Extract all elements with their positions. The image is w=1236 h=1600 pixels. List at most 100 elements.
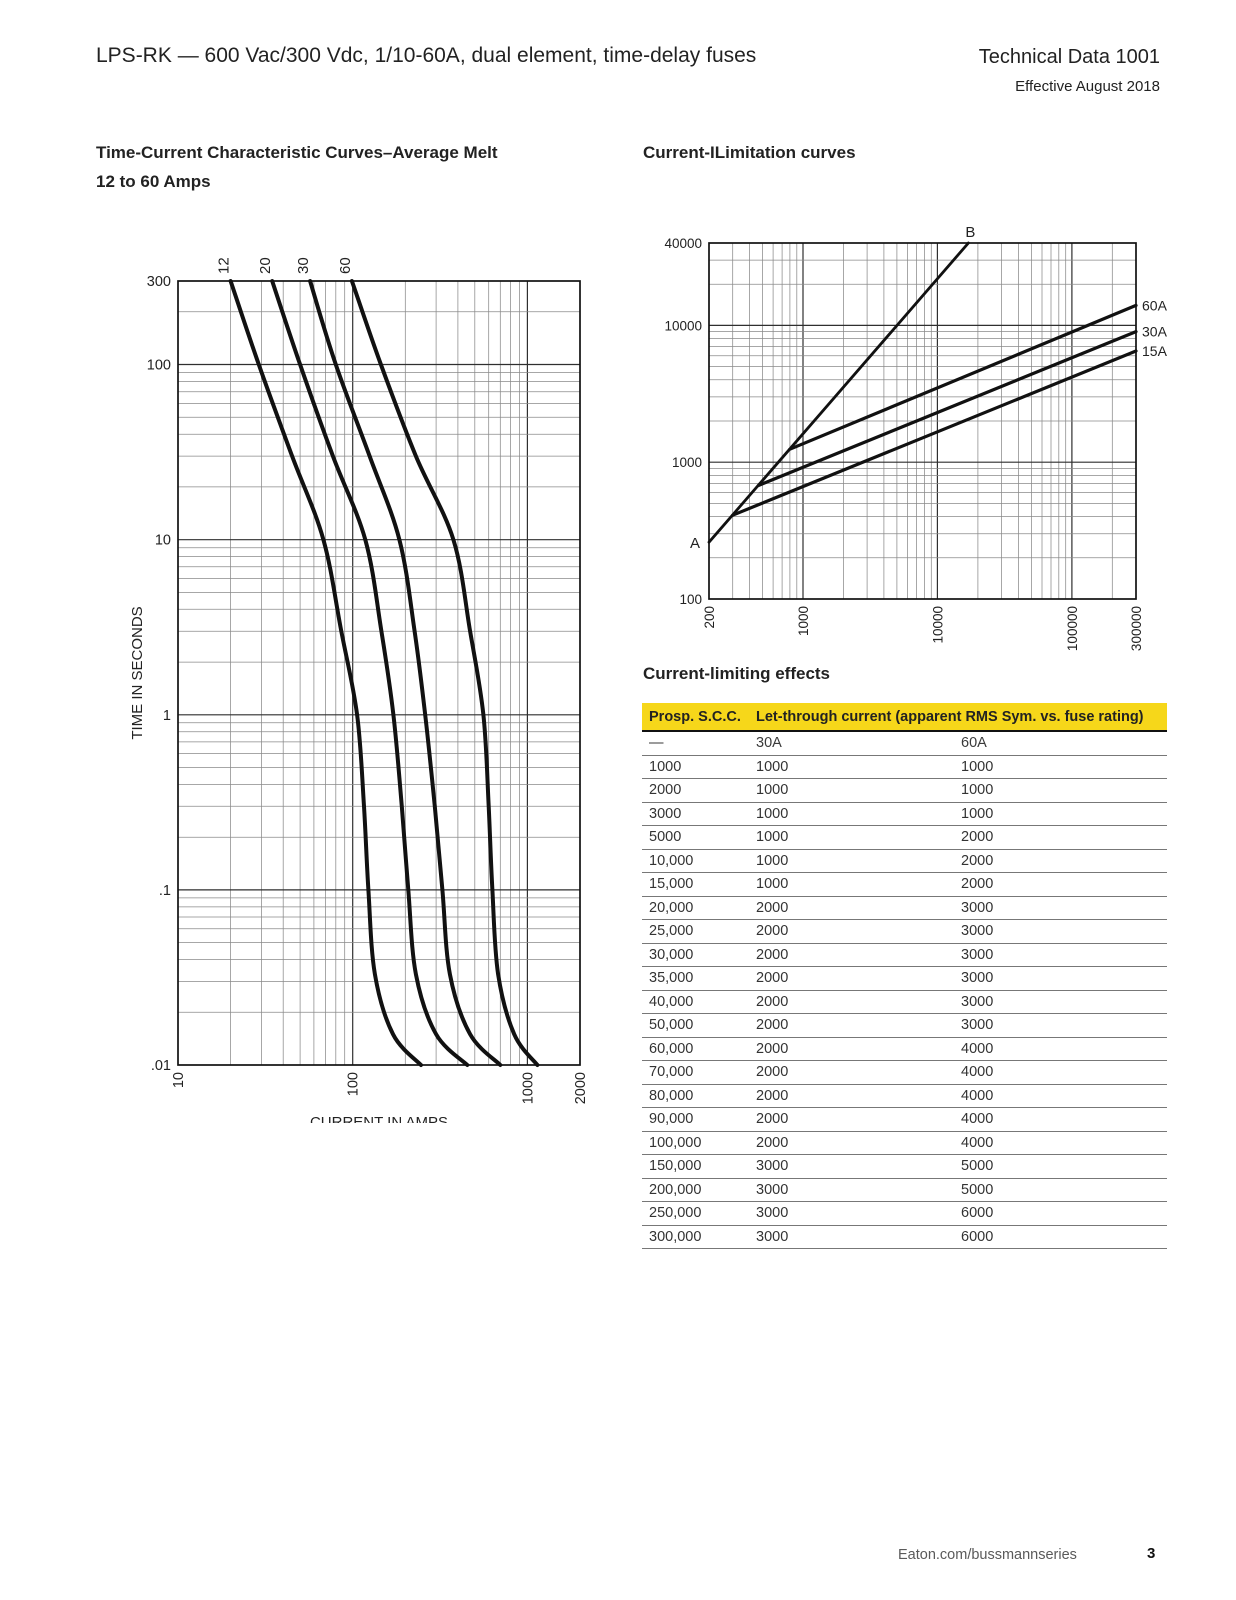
curve-label-fuse-60A: 60	[337, 257, 354, 274]
table-cell: 2000	[749, 1060, 954, 1085]
grid	[709, 243, 1136, 599]
tcc-chart-title: Time-Current Characteristic Curves–Avera…	[96, 143, 498, 162]
table-cell: 3000	[954, 1013, 1167, 1038]
table-cell: 2000	[749, 1037, 954, 1061]
x-axis-title: CURRENT IN AMPS	[310, 1114, 448, 1123]
table-cell: 1000	[954, 755, 1167, 779]
table-cell: 300,000	[642, 1225, 749, 1249]
table-cell: 2000	[749, 1131, 954, 1155]
table-cell: 2000	[749, 1107, 954, 1132]
table-cell: 100,000	[642, 1131, 749, 1155]
footer-page-number: 3	[1147, 1545, 1156, 1562]
table-cell: 3000	[749, 1154, 954, 1179]
y-tick-label: 300	[147, 274, 171, 290]
table-cell: 3000	[749, 1178, 954, 1202]
y-tick-label: 10	[155, 533, 171, 549]
y-tick-label: 10000	[664, 318, 702, 333]
table-row: 30,000 2000 3000	[642, 943, 1167, 967]
curve-label-fuse-30A: 30	[295, 257, 312, 274]
table-cell: 2000	[749, 990, 954, 1014]
table-row: 1000 1000 1000	[642, 755, 1167, 779]
subheader-cell-2: 60A	[954, 731, 1167, 756]
table-cell: 1000	[749, 755, 954, 779]
table-row: 15,000 1000 2000	[642, 872, 1167, 897]
plot-border	[177, 280, 581, 1066]
curve-label-let-through-30A: 30A	[1142, 324, 1168, 340]
table-cell: 150,000	[642, 1154, 749, 1179]
table-cell: 10,000	[642, 849, 749, 873]
grid	[178, 281, 580, 1065]
table-row: 80,000 2000 4000	[642, 1084, 1167, 1108]
table-row: 150,000 3000 5000	[642, 1154, 1167, 1179]
table-cell: 4000	[954, 1131, 1167, 1155]
table-header-row: Prosp. S.C.C. Let-through current (appare…	[642, 703, 1167, 732]
curve-label-let-through-15A: 15A	[1142, 343, 1168, 359]
table-cell: 2000	[954, 825, 1167, 850]
x-tick-label: 10	[171, 1072, 187, 1088]
table-cell: 70,000	[642, 1060, 749, 1085]
current-limiting-table-body: Prosp. S.C.C. Let-through current (appare…	[642, 703, 1167, 1249]
y-axis-title: TIME IN SECONDS	[129, 606, 146, 739]
table-cell: 3000	[954, 919, 1167, 944]
table-row: 200,000 3000 5000	[642, 1178, 1167, 1202]
table-cell: 80,000	[642, 1084, 749, 1108]
table-cell: 2000	[749, 919, 954, 944]
table-cell: 60,000	[642, 1037, 749, 1061]
y-tick-label: 1000	[672, 455, 702, 470]
table-cell: 2000	[642, 778, 749, 803]
table-cell: 2000	[954, 872, 1167, 897]
col-header-prosp-scc: Prosp. S.C.C.	[642, 703, 749, 732]
table-row: 5000 1000 2000	[642, 825, 1167, 850]
curve-label-let-through-60A: 60A	[1142, 297, 1168, 313]
table-row: 25,000 2000 3000	[642, 919, 1167, 944]
x-tick-label: 200	[702, 606, 717, 629]
table-row: 10,000 1000 2000	[642, 849, 1167, 873]
curve-let-through-15A	[731, 349, 1138, 517]
current-limiting-table: Prosp. S.C.C. Let-through current (appare…	[642, 703, 1167, 1249]
plot-border	[708, 242, 1137, 600]
table-row: 50,000 2000 3000	[642, 1013, 1167, 1038]
y-tick-label: 100	[679, 592, 702, 607]
table-cell: 5000	[642, 825, 749, 850]
table-cell: 3000	[954, 966, 1167, 991]
table-cell: 15,000	[642, 872, 749, 897]
table-cell: 3000	[749, 1225, 954, 1249]
table-cell: 5000	[954, 1178, 1167, 1202]
curve-start-label-prospective-peak-line: A	[690, 535, 700, 552]
table-cell: 3000	[749, 1201, 954, 1226]
subheader-cell-0: —	[642, 731, 749, 756]
y-tick-label: .1	[159, 883, 171, 899]
table-cell: 1000	[642, 755, 749, 779]
table-row: 250,000 3000 6000	[642, 1201, 1167, 1226]
table-cell: 50,000	[642, 1013, 749, 1038]
table-cell: 2000	[954, 849, 1167, 873]
curve-label-fuse-20A: 20	[257, 257, 274, 274]
table-cell: 4000	[954, 1084, 1167, 1108]
x-tick-label: 1000	[796, 606, 811, 636]
curve-let-through-60A	[788, 303, 1138, 451]
table-cell: 1000	[749, 849, 954, 873]
table-cell: 250,000	[642, 1201, 749, 1226]
table-cell: 200,000	[642, 1178, 749, 1202]
table-cell: 35,000	[642, 966, 749, 991]
table-cell: 3000	[642, 802, 749, 826]
table-cell: 1000	[954, 778, 1167, 803]
table-cell: 2000	[749, 896, 954, 920]
curve-fuse-60A	[349, 279, 540, 1067]
curve-label-fuse-12A: 12	[216, 257, 233, 274]
table-cell: 3000	[954, 943, 1167, 967]
curve-let-through-30A	[756, 330, 1138, 488]
table-row: 60,000 2000 4000	[642, 1037, 1167, 1061]
table-row: 3000 1000 1000	[642, 802, 1167, 826]
table-cell: 2000	[749, 966, 954, 991]
table-cell: 1000	[954, 802, 1167, 826]
x-tick-label: 10000	[930, 606, 945, 644]
page-title: LPS-RK — 600 Vac/300 Vdc, 1/10-60A, dual…	[96, 44, 757, 67]
subheader-cell-1: 30A	[749, 731, 954, 756]
x-tick-label: 100000	[1065, 606, 1080, 651]
table-row: 70,000 2000 4000	[642, 1060, 1167, 1085]
tcc-chart-subtitle: 12 to 60 Amps	[96, 172, 211, 191]
